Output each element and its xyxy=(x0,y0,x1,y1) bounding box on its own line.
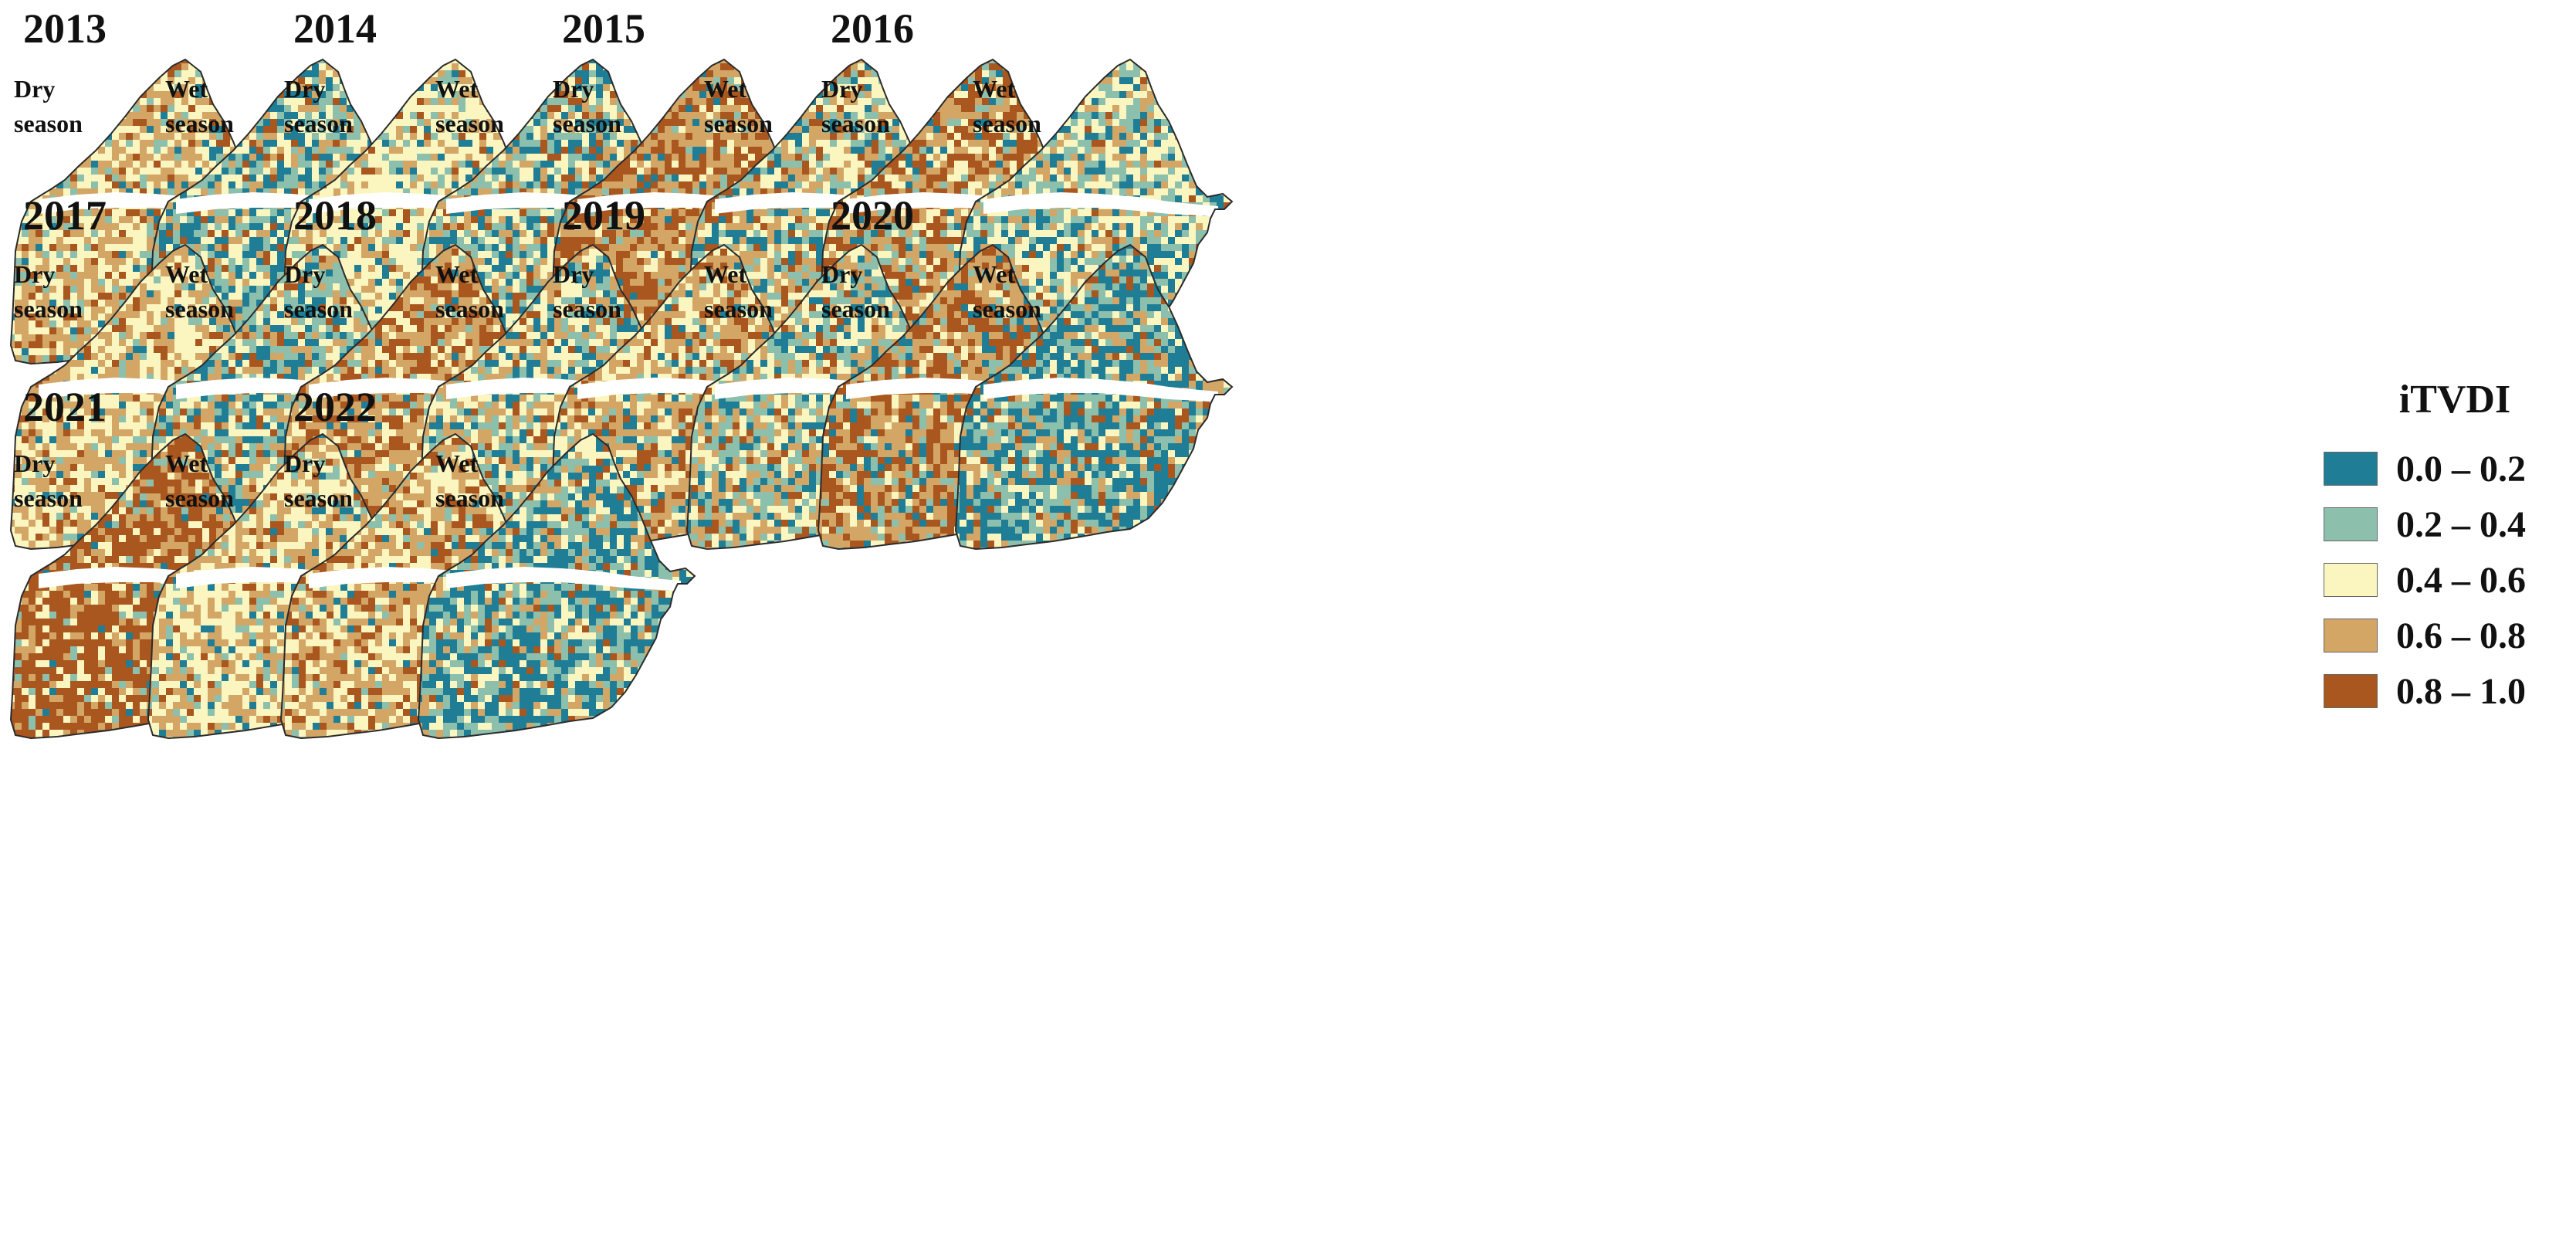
legend: iTVDI 0.0 – 0.2 0.2 – 0.4 0.4 – 0.6 0.6 – 0… xyxy=(2324,377,2571,719)
dry-season-label: Dry season xyxy=(284,446,353,516)
legend-item: 0.4 – 0.6 xyxy=(2324,552,2571,608)
dry-season-label: Dry season xyxy=(284,257,353,327)
legend-swatch xyxy=(2324,674,2378,708)
legend-label: 0.4 – 0.6 xyxy=(2396,559,2526,602)
year-label: 2018 xyxy=(293,195,377,236)
wet-season-label: Wet season xyxy=(435,72,504,141)
legend-swatch xyxy=(2324,619,2378,653)
region-outline xyxy=(954,243,1234,551)
wet-season-map-2020 xyxy=(953,228,1238,571)
year-label: 2022 xyxy=(293,386,377,428)
year-label: 2019 xyxy=(562,195,645,236)
year-label: 2016 xyxy=(831,8,914,49)
dry-season-label: Dry season xyxy=(553,257,621,327)
wet-season-label: Wet season xyxy=(165,72,234,141)
dry-season-label: Dry season xyxy=(821,257,890,327)
legend-item: 0.0 – 0.2 xyxy=(2324,441,2571,497)
river xyxy=(983,192,1218,217)
dry-season-label: Dry season xyxy=(14,446,83,516)
legend-label: 0.6 – 0.8 xyxy=(2396,615,2526,657)
legend-item: 0.6 – 0.8 xyxy=(2324,608,2571,663)
dry-season-label: Dry season xyxy=(14,72,83,141)
legend-item: 0.8 – 1.0 xyxy=(2324,663,2571,719)
dry-season-label: Dry season xyxy=(14,257,83,327)
itvdi-raster xyxy=(417,432,696,740)
wet-season-label: Wet season xyxy=(435,446,504,516)
dry-season-label: Dry season xyxy=(821,72,890,141)
year-label: 2014 xyxy=(293,8,377,49)
wet-season-label: Wet season xyxy=(704,72,773,141)
wet-season-label: Wet season xyxy=(165,257,234,327)
dry-season-map-2021 xyxy=(8,417,293,761)
legend-item: 0.2 – 0.4 xyxy=(2324,497,2571,552)
year-label: 2017 xyxy=(23,195,107,236)
year-label: 2021 xyxy=(23,386,107,428)
legend-swatch xyxy=(2324,563,2378,597)
region-outline xyxy=(417,432,696,740)
legend-label: 0.2 – 0.4 xyxy=(2396,503,2526,546)
year-label: 2015 xyxy=(562,8,645,49)
year-label: 2020 xyxy=(831,195,914,236)
wet-season-label: Wet season xyxy=(704,257,773,327)
wet-season-label: Wet season xyxy=(973,72,1041,141)
river xyxy=(446,567,681,591)
itvdi-raster xyxy=(954,243,1234,551)
wet-season-label: Wet season xyxy=(973,257,1041,327)
legend-items: 0.0 – 0.2 0.2 – 0.4 0.4 – 0.6 0.6 – 0.8 0.8 … xyxy=(2324,441,2571,719)
dry-season-label: Dry season xyxy=(553,72,621,141)
wet-season-label: Wet season xyxy=(435,257,504,327)
wet-season-map-2022 xyxy=(415,417,701,761)
legend-swatch xyxy=(2324,507,2378,541)
legend-swatch xyxy=(2324,452,2378,486)
river xyxy=(983,378,1218,402)
legend-label: 0.8 – 1.0 xyxy=(2396,670,2526,713)
itvdi-raster xyxy=(9,432,289,740)
year-label: 2013 xyxy=(23,8,107,49)
legend-title: iTVDI xyxy=(2339,377,2571,422)
dry-season-label: Dry season xyxy=(284,72,353,141)
wet-season-label: Wet season xyxy=(165,446,234,516)
legend-label: 0.0 – 0.2 xyxy=(2396,448,2526,490)
